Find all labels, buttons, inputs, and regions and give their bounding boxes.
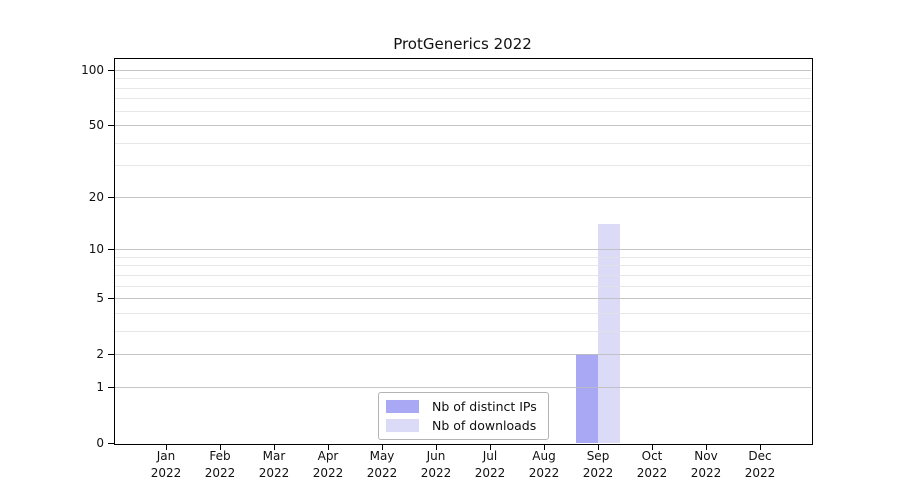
- y-tick-label-20: 20: [88, 189, 104, 204]
- x-tick-label-line: 2022: [258, 466, 290, 480]
- x-tick-label-line: Apr: [317, 449, 339, 463]
- y-tick-0: [108, 443, 114, 444]
- x-tick-label-line: Feb: [209, 449, 231, 463]
- x-tick-label-line: Dec: [748, 449, 772, 463]
- gridline-minor-9: [114, 256, 811, 258]
- x-tick-label-11: Nov 2022: [676, 448, 736, 482]
- x-tick-11: [706, 444, 707, 450]
- y-tick-50: [108, 125, 114, 127]
- x-tick-4: [328, 444, 329, 450]
- x-tick-label-6: Jun 2022: [406, 448, 466, 482]
- x-tick-7: [490, 444, 491, 450]
- x-tick-label-8: Aug 2022: [514, 448, 574, 482]
- legend-label: Nb of downloads: [432, 418, 537, 433]
- x-tick-label-line: Jun: [426, 449, 446, 463]
- legend-swatch-icon: [386, 400, 419, 413]
- bar-nb-of-downloads-month-9: [598, 224, 620, 443]
- gridline-major-10: [114, 249, 811, 251]
- x-tick-label-line: 2022: [366, 466, 398, 480]
- x-tick-label-7: Jul 2022: [460, 448, 520, 482]
- x-tick-label-3: Mar 2022: [244, 448, 304, 482]
- gridline-major-5: [114, 298, 811, 300]
- y-tick-label-2: 2: [96, 347, 104, 362]
- gridline-major-2: [114, 354, 811, 356]
- y-tick-label-1: 1: [96, 379, 104, 394]
- x-tick-6: [436, 444, 437, 450]
- x-tick-label-line: Jul: [482, 449, 498, 463]
- x-tick-label-line: 2022: [312, 466, 344, 480]
- x-tick-label-line: 2022: [420, 466, 452, 480]
- gridline-minor-60: [114, 110, 811, 112]
- x-tick-5: [382, 444, 383, 450]
- y-tick-2: [108, 354, 114, 356]
- legend: Nb of distinct IPs Nb of downloads: [378, 392, 549, 440]
- legend-entry: Nb of distinct IPs: [386, 399, 537, 414]
- x-tick-label-line: Sep: [586, 449, 610, 463]
- gridline-major-100: [114, 70, 811, 71]
- gridline-minor-80: [114, 87, 811, 89]
- x-tick-8: [544, 444, 545, 450]
- x-tick-label-line: 2022: [582, 466, 614, 480]
- x-tick-label-line: Oct: [641, 449, 663, 463]
- gridline-major-50: [114, 125, 811, 127]
- chart-title: ProtGenerics 2022: [393, 35, 532, 53]
- gridline-major-20: [114, 196, 811, 198]
- legend-swatch-icon: [386, 419, 419, 432]
- gridline-minor-70: [114, 98, 811, 100]
- y-tick-label-5: 5: [96, 291, 104, 306]
- gridline-minor-30: [114, 165, 811, 167]
- x-tick-label-line: 2022: [528, 466, 560, 480]
- x-tick-label-9: Sep 2022: [568, 448, 628, 482]
- x-tick-label-1: Jan 2022: [136, 448, 196, 482]
- x-tick-label-line: May: [369, 449, 395, 463]
- gridline-minor-3: [114, 330, 811, 332]
- x-tick-label-4: Apr 2022: [298, 448, 358, 482]
- x-tick-label-10: Oct 2022: [622, 448, 682, 482]
- y-tick-1: [108, 386, 114, 388]
- x-tick-label-5: May 2022: [352, 448, 412, 482]
- x-tick-12: [760, 444, 761, 450]
- y-tick-label-50: 50: [88, 118, 104, 133]
- x-tick-1: [166, 444, 167, 450]
- x-tick-3: [274, 444, 275, 450]
- gridline-minor-40: [114, 142, 811, 144]
- y-tick-20: [108, 196, 114, 198]
- x-tick-label-2: Feb 2022: [190, 448, 250, 482]
- x-tick-label-line: Aug: [532, 449, 556, 463]
- x-tick-label-line: 2022: [150, 466, 182, 480]
- y-tick-5: [108, 298, 114, 300]
- x-tick-2: [220, 444, 221, 450]
- gridline-minor-6: [114, 285, 811, 287]
- legend-label: Nb of distinct IPs: [432, 399, 537, 414]
- y-tick-label-0: 0: [96, 436, 104, 450]
- x-tick-label-line: Mar: [262, 449, 286, 463]
- x-tick-10: [652, 444, 653, 450]
- x-tick-9: [598, 444, 599, 450]
- gridline-minor-90: [114, 78, 811, 80]
- x-tick-label-line: Jan: [156, 449, 176, 463]
- gridline-major-1: [114, 386, 811, 388]
- x-tick-label-line: 2022: [744, 466, 776, 480]
- gridline-minor-8: [114, 265, 811, 267]
- legend-entry: Nb of downloads: [386, 418, 537, 433]
- x-tick-label-line: 2022: [204, 466, 236, 480]
- x-tick-label-line: 2022: [474, 466, 506, 480]
- y-tick-10: [108, 249, 114, 251]
- x-tick-label-line: 2022: [636, 466, 668, 480]
- x-tick-label-12: Dec 2022: [730, 448, 790, 482]
- gridline-minor-7: [114, 274, 811, 276]
- x-tick-label-line: Nov: [694, 449, 718, 463]
- y-tick-100: [108, 70, 114, 71]
- x-tick-label-line: 2022: [690, 466, 722, 480]
- gridline-minor-4: [114, 312, 811, 314]
- bar-nb-of-distinct-ips-month-9: [576, 354, 598, 443]
- y-tick-label-10: 10: [88, 242, 104, 257]
- y-tick-label-100: 100: [81, 63, 104, 77]
